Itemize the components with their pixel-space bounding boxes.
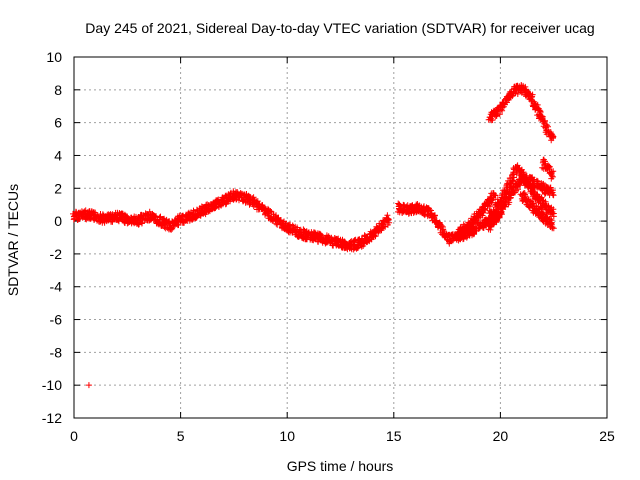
data-point (311, 229, 318, 236)
y-tick-label: 4 (54, 147, 62, 163)
data-point (173, 221, 180, 228)
data-point (274, 221, 281, 228)
y-tick-label: -8 (50, 344, 63, 360)
data-point (548, 169, 555, 176)
series-short-trace (539, 156, 557, 182)
data-point (522, 193, 529, 200)
data-point (539, 181, 546, 188)
series-outlier (85, 382, 92, 389)
y-tick-label: 6 (54, 115, 62, 131)
data-point (138, 220, 145, 227)
data-point (550, 210, 557, 217)
data-point (193, 214, 200, 220)
data-point (384, 212, 391, 219)
y-axis-label: SDTVAR / TECUs (5, 184, 21, 296)
data-point (496, 111, 503, 118)
data-point (532, 100, 538, 107)
y-tick-label: -10 (42, 377, 62, 393)
data-point (548, 219, 555, 226)
data-point (386, 219, 393, 226)
x-tick-label: 0 (70, 428, 78, 444)
y-tick-label: 8 (54, 82, 62, 98)
data-point (431, 212, 438, 219)
data-point (471, 218, 478, 225)
data-point (550, 168, 557, 175)
x-tick-label: 25 (599, 428, 615, 444)
data-point (510, 171, 517, 178)
chart-title: Day 245 of 2021, Sidereal Day-to-day VTE… (85, 20, 594, 36)
data-point (500, 100, 507, 107)
data-point (509, 177, 516, 184)
x-axis-label: GPS time / hours (287, 458, 394, 474)
data-point (375, 228, 382, 235)
data-point (549, 173, 556, 180)
data-point (550, 135, 556, 142)
series-rising-trace-1 (454, 190, 499, 241)
data-point (540, 211, 547, 218)
y-tick-label: -2 (50, 246, 63, 262)
data-point (481, 206, 488, 213)
data-point (491, 192, 498, 199)
data-point (510, 177, 517, 184)
data-point (438, 222, 445, 229)
y-tick-label: 2 (54, 180, 62, 196)
data-point (85, 382, 92, 389)
data-point (539, 197, 546, 204)
series-upper-trace (485, 82, 557, 144)
y-tick-label: -6 (50, 312, 63, 328)
data-point (277, 217, 284, 223)
data-point (533, 104, 540, 111)
data-point (267, 208, 274, 215)
ticks: 0 5 10 15 20 25 -12 -10 -8 -6 -4 -2 0 2 4 6 8 10 (42, 49, 615, 444)
data-point (493, 113, 500, 119)
x-tick-label: 10 (279, 428, 295, 444)
x-tick-label: 20 (493, 428, 509, 444)
data-point (549, 225, 556, 232)
data-point (496, 213, 503, 220)
y-tick-label: 0 (54, 213, 62, 229)
data-point (550, 192, 557, 199)
series-main-trace (70, 188, 393, 253)
data-point (541, 191, 548, 197)
data-point (546, 164, 553, 170)
y-tick-label: -4 (50, 279, 63, 295)
data-point (550, 187, 556, 194)
data-point (538, 113, 545, 120)
data-point (479, 212, 486, 219)
data-point (487, 223, 494, 230)
data-point (498, 208, 505, 215)
data-marks (70, 82, 557, 389)
plot-border (73, 56, 608, 419)
x-tick-label: 15 (386, 428, 402, 444)
data-point (294, 224, 301, 231)
series-rising-trace-3 (485, 172, 557, 233)
grid (74, 57, 607, 418)
data-point (528, 94, 535, 101)
data-point (489, 117, 496, 123)
y-tick-label: 10 (46, 49, 62, 65)
y-tick-label: -12 (42, 410, 62, 426)
data-point (149, 212, 156, 219)
data-point (526, 90, 533, 97)
data-point (530, 200, 537, 207)
x-tick-label: 5 (177, 428, 185, 444)
data-point (212, 204, 219, 211)
series-descending-trace (517, 190, 557, 232)
